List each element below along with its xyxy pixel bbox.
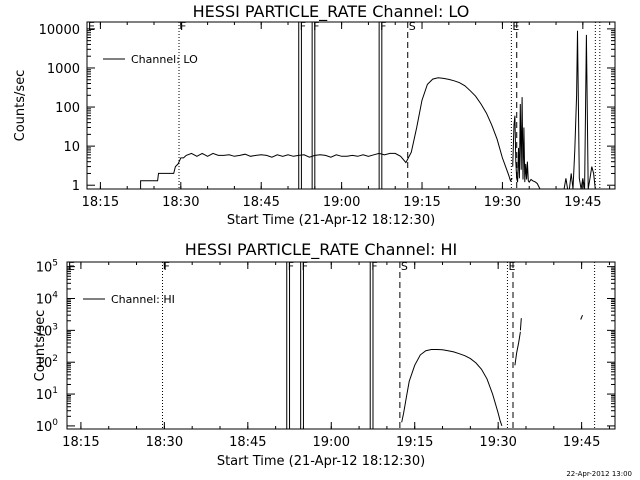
x-tick-label: 19:00 [323,195,360,210]
series-line [140,77,513,189]
event-marker-label: S [409,20,416,33]
y-tick-label: 100 [55,101,80,116]
x-tick-label: 18:15 [62,435,99,450]
series-group [401,315,583,427]
x-axis-label: Start Time (21-Apr-12 18:12:30) [227,213,435,228]
y-tick-base: 10 [36,293,53,308]
y-tick-base: 10 [36,356,53,371]
y-tick-base: 10 [36,420,53,435]
event-marker-label: E [88,20,95,33]
x-tick-label: 19:45 [563,435,600,450]
event-marker-label: F [380,20,386,33]
series-line [512,97,541,189]
y-tick-label: 105 [36,259,58,276]
event-marker-label: F [371,260,377,273]
y-tick-exponent: 2 [52,354,58,364]
x-tick-label: 19:30 [484,195,521,210]
y-tick-label: 102 [36,354,58,371]
y-tick-exponent: 0 [52,418,58,428]
x-tick-label: 18:45 [242,195,279,210]
x-tick-label: 18:30 [162,195,199,210]
x-tick-label: 19:15 [396,435,433,450]
x-tick-label: 18:30 [146,435,183,450]
chart-title: HESSI PARTICLE_RATE Channel: HI [185,240,458,260]
x-tick-label: 19:00 [313,435,350,450]
event-marker-label: S [401,260,408,273]
series-line [401,349,503,427]
x-tick-label: 19:30 [479,435,516,450]
y-tick-exponent: 5 [52,259,58,269]
y-tick-label: 103 [36,322,58,339]
chart-panel-lo: HESSI PARTICLE_RATE Channel: LO 18:15 18:3… [13,2,616,228]
series-line [514,331,521,366]
x-tick-label: 19:45 [564,195,601,210]
x-tick-label: 18:15 [82,195,119,210]
chart-panel-hi: HESSI PARTICLE_RATE Channel: HI 18:15 18:3… [33,240,616,469]
x-tick-label: 18:45 [229,435,266,450]
y-axis-label: Counts/sec [13,70,28,142]
y-tick-exponent: 3 [52,322,58,332]
x-axis-label: Start Time (21-Apr-12 18:12:30) [217,454,425,469]
event-marker-label: F [300,20,306,33]
event-marker-label: E [68,260,75,273]
chart-title: HESSI PARTICLE_RATE Channel: LO [193,2,470,22]
event-marker-label: F [288,260,294,273]
y-tick-label: 1 [72,179,80,194]
event-marker-label: F [313,20,319,33]
event-marker-label: E [512,20,519,33]
y-tick-base: 10 [36,324,53,339]
legend-label: Channel: HI [111,293,175,306]
event-marker-label: F [180,20,186,33]
y-axis-label: Counts/sec [33,310,48,382]
x-tick-label: 19:15 [403,195,440,210]
legend-label: Channel: LO [131,53,198,66]
series-line [580,315,583,320]
plot-frame [66,261,616,430]
y-tick-exponent: 1 [52,386,58,396]
plot-frame [86,21,616,190]
y-tick-label: 10 [63,140,80,155]
y-tick-label: 104 [36,291,59,308]
event-marker-label: E [508,260,515,273]
event-marker-label: F [302,260,308,273]
y-tick-exponent: 4 [52,291,58,301]
y-tick-label: 1000 [47,62,80,77]
y-tick-base: 10 [36,388,53,403]
series-line [519,318,522,331]
y-tick-label: 101 [36,386,58,403]
y-tick-label: 100 [36,418,59,435]
event-marker-label: F [164,260,170,273]
y-tick-label: 10000 [39,23,80,38]
y-tick-base: 10 [36,261,53,276]
series-group [140,30,596,189]
footer-date: 22-Apr-2012 13:00 [566,470,632,478]
series-line [563,30,596,189]
